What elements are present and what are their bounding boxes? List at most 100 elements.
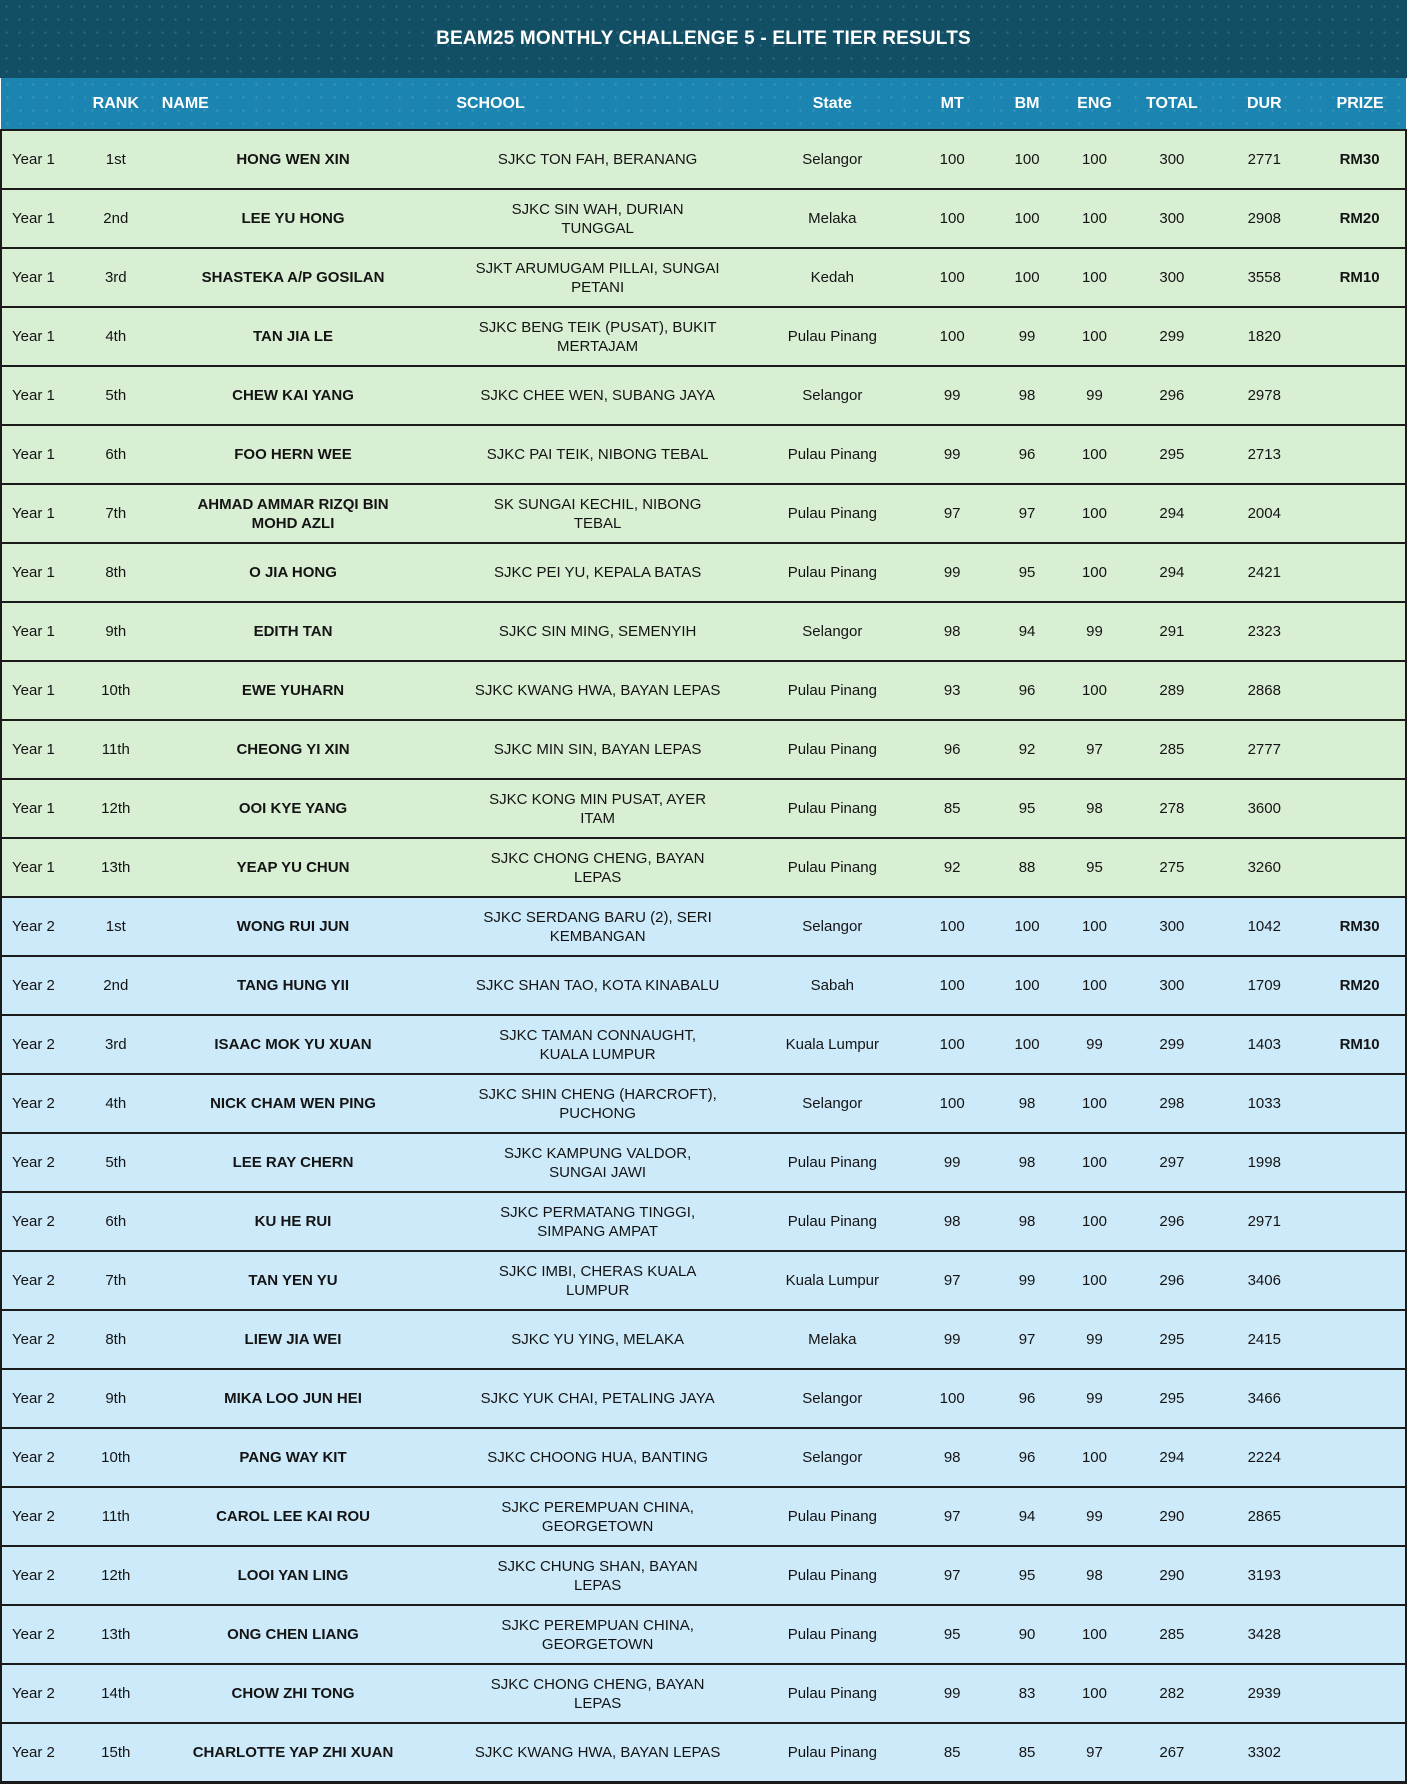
cell-name: O JIA HONG xyxy=(145,542,441,602)
cell-school: SJKC KWANG HWA, BAYAN LEPAS xyxy=(440,1722,755,1782)
cell-eng: 100 xyxy=(1059,542,1130,602)
cell-state: Pulau Pinang xyxy=(754,719,910,779)
cell-eng: 100 xyxy=(1059,1663,1130,1723)
cell-name: YEAP YU CHUN xyxy=(145,837,441,897)
cell-dur: 2978 xyxy=(1214,365,1315,425)
cell-prize xyxy=(1314,719,1407,779)
cell-total: 290 xyxy=(1129,1545,1215,1605)
cell-bm: 97 xyxy=(994,483,1060,543)
cell-school: SJKC KWANG HWA, BAYAN LEPAS xyxy=(440,660,755,720)
cell-state: Selangor xyxy=(754,601,910,661)
cell-prize: RM20 xyxy=(1314,955,1407,1015)
cell-mt: 99 xyxy=(909,365,995,425)
cell-bm: 100 xyxy=(994,247,1060,307)
cell-year: Year 2 xyxy=(0,1132,86,1192)
cell-year: Year 1 xyxy=(0,483,86,543)
cell-state: Pulau Pinang xyxy=(754,306,910,366)
cell-name: FOO HERN WEE xyxy=(145,424,441,484)
cell-mt: 100 xyxy=(909,1073,995,1133)
cell-eng: 100 xyxy=(1059,424,1130,484)
cell-name: TAN JIA LE xyxy=(145,306,441,366)
cell-school: SJKC TON FAH, BERANANG xyxy=(440,129,755,189)
cell-school: SJKC YU YING, MELAKA xyxy=(440,1309,755,1369)
table-row: Year 1 2nd LEE YU HONG SJKC SIN WAH, DUR… xyxy=(0,188,1407,248)
cell-mt: 100 xyxy=(909,129,995,189)
cell-total: 296 xyxy=(1129,1191,1215,1251)
cell-bm: 83 xyxy=(994,1663,1060,1723)
cell-prize: RM10 xyxy=(1314,1014,1407,1074)
table-row: Year 2 3rd ISAAC MOK YU XUAN SJKC TAMAN … xyxy=(0,1014,1407,1074)
cell-rank: 10th xyxy=(85,660,146,720)
cell-eng: 99 xyxy=(1059,1014,1130,1074)
cell-state: Selangor xyxy=(754,896,910,956)
table-row: Year 1 13th YEAP YU CHUN SJKC CHONG CHEN… xyxy=(0,837,1407,897)
cell-school: SJKC PAI TEIK, NIBONG TEBAL xyxy=(440,424,755,484)
cell-total: 296 xyxy=(1129,1250,1215,1310)
cell-state: Kuala Lumpur xyxy=(754,1014,910,1074)
cell-mt: 100 xyxy=(909,306,995,366)
cell-mt: 100 xyxy=(909,247,995,307)
table-row: Year 1 10th EWE YUHARN SJKC KWANG HWA, B… xyxy=(0,660,1407,720)
cell-bm: 92 xyxy=(994,719,1060,779)
cell-prize xyxy=(1314,365,1407,425)
cell-total: 290 xyxy=(1129,1486,1215,1546)
cell-year: Year 2 xyxy=(0,1545,86,1605)
cell-prize xyxy=(1314,778,1407,838)
cell-school: SJKC TAMAN CONNAUGHT, KUALA LUMPUR xyxy=(440,1014,755,1074)
cell-bm: 88 xyxy=(994,837,1060,897)
cell-name: PANG WAY KIT xyxy=(145,1427,441,1487)
cell-school: SJKC KAMPUNG VALDOR, SUNGAI JAWI xyxy=(440,1132,755,1192)
table-row: Year 2 13th ONG CHEN LIANG SJKC PEREMPUA… xyxy=(0,1604,1407,1664)
cell-mt: 99 xyxy=(909,542,995,602)
cell-state: Sabah xyxy=(754,955,910,1015)
cell-year: Year 1 xyxy=(0,365,86,425)
table-row: Year 2 7th TAN YEN YU SJKC IMBI, CHERAS … xyxy=(0,1250,1407,1310)
cell-name: TAN YEN YU xyxy=(145,1250,441,1310)
cell-name: LIEW JIA WEI xyxy=(145,1309,441,1369)
cell-total: 282 xyxy=(1129,1663,1215,1723)
cell-school: SJKC PEREMPUAN CHINA, GEORGETOWN xyxy=(440,1604,755,1664)
cell-dur: 2323 xyxy=(1214,601,1315,661)
cell-rank: 1st xyxy=(85,129,146,189)
cell-state: Selangor xyxy=(754,365,910,425)
cell-prize xyxy=(1314,1545,1407,1605)
cell-name: SHASTEKA A/P GOSILAN xyxy=(145,247,441,307)
cell-name: CHEW KAI YANG xyxy=(145,365,441,425)
cell-eng: 99 xyxy=(1059,365,1130,425)
cell-rank: 3rd xyxy=(85,247,146,307)
cell-mt: 99 xyxy=(909,1309,995,1369)
cell-prize xyxy=(1314,1427,1407,1487)
cell-bm: 94 xyxy=(994,601,1060,661)
cell-total: 295 xyxy=(1129,1368,1215,1428)
cell-year: Year 1 xyxy=(0,778,86,838)
cell-eng: 100 xyxy=(1059,1604,1130,1664)
col-header-bm: BM xyxy=(994,78,1060,130)
cell-name: LOOI YAN LING xyxy=(145,1545,441,1605)
cell-prize xyxy=(1314,1604,1407,1664)
cell-prize: RM20 xyxy=(1314,188,1407,248)
cell-year: Year 2 xyxy=(0,955,86,1015)
cell-rank: 7th xyxy=(85,483,146,543)
cell-rank: 2nd xyxy=(85,955,146,1015)
cell-dur: 1820 xyxy=(1214,306,1315,366)
cell-state: Pulau Pinang xyxy=(754,1604,910,1664)
cell-name: EWE YUHARN xyxy=(145,660,441,720)
cell-year: Year 2 xyxy=(0,1014,86,1074)
table-row: Year 2 4th NICK CHAM WEN PING SJKC SHIN … xyxy=(0,1073,1407,1133)
cell-prize xyxy=(1314,1486,1407,1546)
cell-school: SJKC PEREMPUAN CHINA, GEORGETOWN xyxy=(440,1486,755,1546)
cell-rank: 11th xyxy=(85,719,146,779)
cell-year: Year 2 xyxy=(0,1368,86,1428)
cell-eng: 100 xyxy=(1059,955,1130,1015)
cell-year: Year 2 xyxy=(0,896,86,956)
cell-name: EDITH TAN xyxy=(145,601,441,661)
cell-state: Pulau Pinang xyxy=(754,1486,910,1546)
cell-dur: 2777 xyxy=(1214,719,1315,779)
table-row: Year 2 8th LIEW JIA WEI SJKC YU YING, ME… xyxy=(0,1309,1407,1369)
cell-bm: 96 xyxy=(994,1427,1060,1487)
cell-dur: 2004 xyxy=(1214,483,1315,543)
cell-state: Pulau Pinang xyxy=(754,483,910,543)
cell-state: Pulau Pinang xyxy=(754,1545,910,1605)
cell-eng: 100 xyxy=(1059,247,1130,307)
